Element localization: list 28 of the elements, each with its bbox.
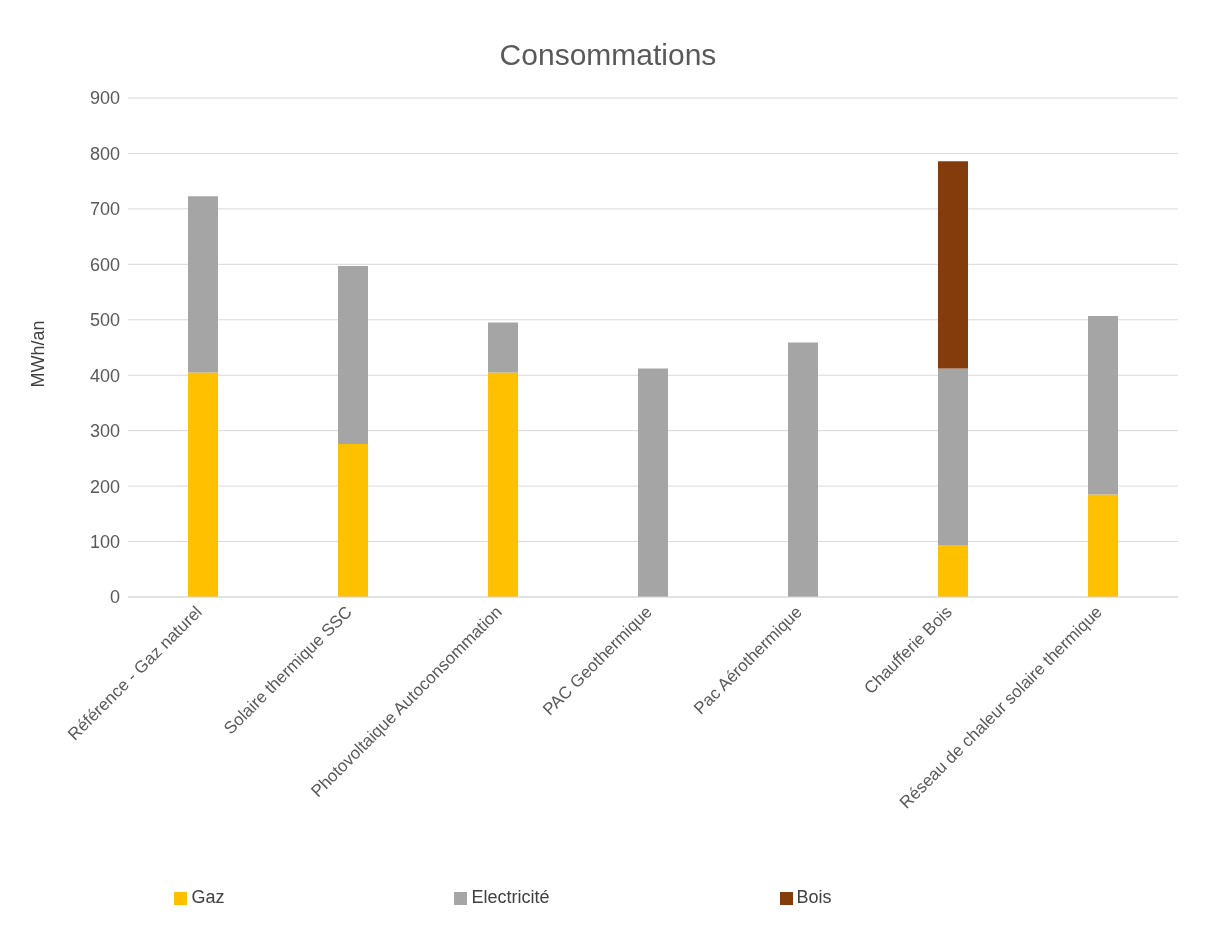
y-tick-label: 500 xyxy=(89,310,120,331)
bar xyxy=(188,372,218,597)
y-axis-title: MWh/an xyxy=(28,320,49,388)
bar xyxy=(488,322,518,373)
bar xyxy=(338,266,368,444)
bar xyxy=(488,372,518,597)
y-tick-label: 300 xyxy=(89,421,120,442)
y-tick-label: 0 xyxy=(109,587,120,608)
legend-label: Gaz xyxy=(191,887,225,907)
chart-title: Consommations xyxy=(498,37,718,73)
bar xyxy=(638,368,668,597)
y-tick-label: 900 xyxy=(89,88,120,109)
y-tick-label: 400 xyxy=(89,365,120,386)
bar xyxy=(938,544,968,597)
y-tick-label: 200 xyxy=(89,476,120,497)
legend-label: Bois xyxy=(796,887,832,907)
legend-label: Electricité xyxy=(471,887,550,907)
bar xyxy=(938,368,968,545)
bar xyxy=(1088,494,1118,597)
bar xyxy=(1088,315,1118,495)
y-tick-label: 800 xyxy=(89,143,120,164)
bar xyxy=(938,161,968,369)
y-tick-label: 600 xyxy=(89,254,120,275)
bar xyxy=(188,196,218,373)
y-tick-label: 100 xyxy=(89,531,120,552)
bar xyxy=(788,342,818,597)
y-tick-label: 700 xyxy=(89,199,120,220)
bar xyxy=(338,443,368,597)
